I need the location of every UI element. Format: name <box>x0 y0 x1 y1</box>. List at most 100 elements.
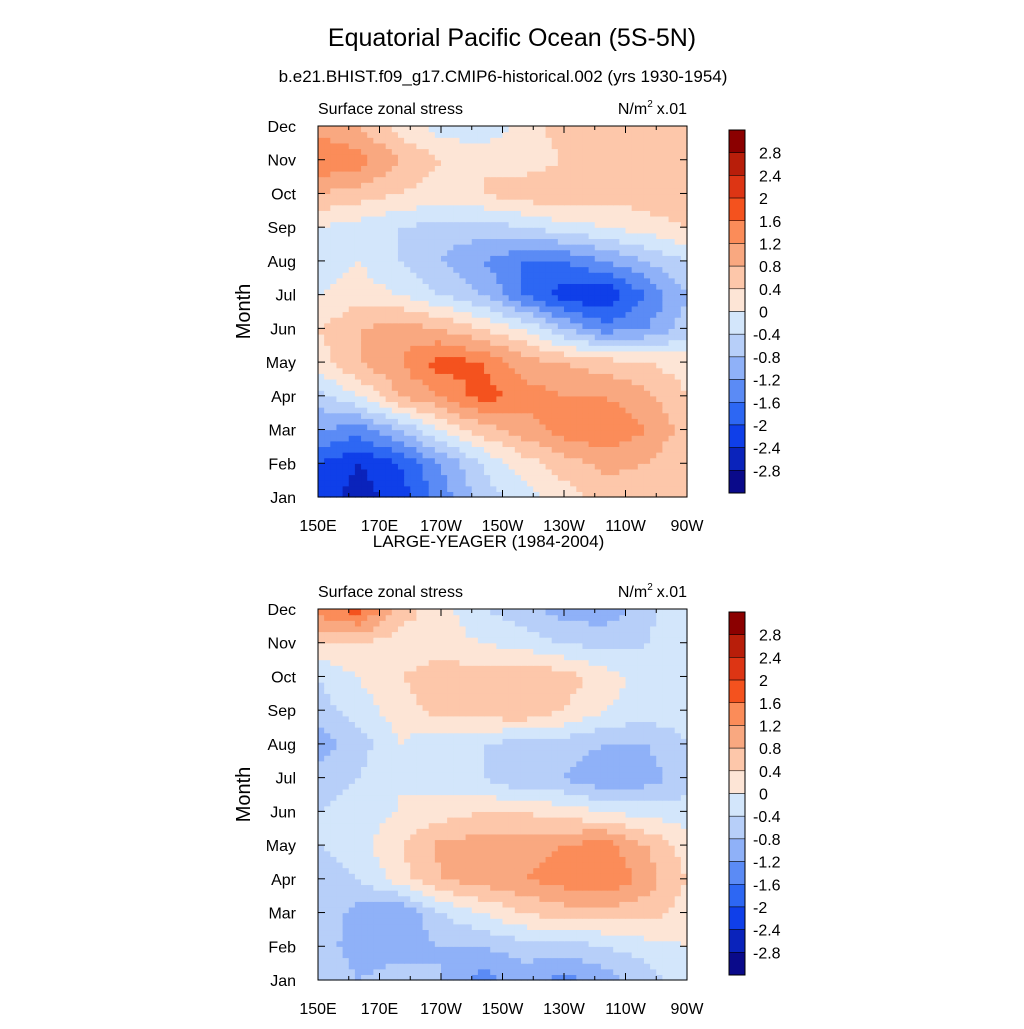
heatmap-cell <box>386 373 393 379</box>
heatmap-cell <box>527 267 534 273</box>
heatmap-cell <box>343 317 350 323</box>
heatmap-cell <box>490 160 497 166</box>
heatmap-cell <box>496 963 503 969</box>
heatmap-cell <box>453 351 460 357</box>
heatmap-cell <box>441 424 448 430</box>
heatmap-cell <box>589 379 596 385</box>
heatmap-cell <box>398 143 405 149</box>
heatmap-cell <box>441 913 448 919</box>
heatmap-cell <box>361 171 368 177</box>
heatmap-cell <box>515 441 522 447</box>
heatmap-cell <box>380 244 387 250</box>
heatmap-cell <box>447 216 454 222</box>
heatmap-cell <box>416 430 423 436</box>
heatmap-cell <box>398 340 405 346</box>
heatmap-cell <box>330 890 337 896</box>
heatmap-cell <box>423 289 430 295</box>
heatmap-cell <box>423 233 430 239</box>
heatmap-cell <box>509 222 516 228</box>
heatmap-cell <box>509 935 516 941</box>
heatmap-cell <box>336 193 343 199</box>
heatmap-cell <box>441 289 448 295</box>
heatmap-cell <box>423 345 430 351</box>
heatmap-cell <box>662 283 669 289</box>
heatmap-cell <box>675 475 682 481</box>
heatmap-cell <box>613 238 620 244</box>
heatmap-cell <box>619 154 626 160</box>
heatmap-cell <box>398 132 405 138</box>
heatmap-cell <box>607 373 614 379</box>
heatmap-cell <box>546 913 553 919</box>
heatmap-cell <box>490 935 497 941</box>
heatmap-cell <box>546 963 553 969</box>
heatmap-cell <box>558 407 565 413</box>
heatmap-cell <box>453 323 460 329</box>
heatmap-cell <box>576 475 583 481</box>
heatmap-cell <box>613 413 620 419</box>
x-tick-label: 110W <box>605 518 647 535</box>
heatmap-cell <box>496 182 503 188</box>
heatmap-cell <box>546 924 553 930</box>
heatmap-cell <box>576 126 583 132</box>
colorbar-label: 2.8 <box>759 146 781 163</box>
heatmap-cell <box>650 396 657 402</box>
heatmap-cell <box>675 278 682 284</box>
heatmap-cell <box>392 233 399 239</box>
heatmap-cell <box>619 345 626 351</box>
heatmap-cell <box>539 272 546 278</box>
heatmap-cell <box>472 430 479 436</box>
heatmap-cell <box>416 278 423 284</box>
heatmap-cell <box>484 952 491 958</box>
heatmap-cell <box>435 901 442 907</box>
heatmap-cell <box>447 463 454 469</box>
heatmap-cell <box>373 418 380 424</box>
heatmap-cell <box>330 160 337 166</box>
heatmap-cell <box>466 946 473 952</box>
heatmap-cell <box>570 351 577 357</box>
heatmap-cell <box>564 385 571 391</box>
heatmap-cell <box>675 918 682 924</box>
heatmap-cell <box>613 345 620 351</box>
heatmap-cell <box>429 890 436 896</box>
heatmap-cell <box>656 328 663 334</box>
heatmap-cell <box>539 193 546 199</box>
heatmap-cell <box>619 306 626 312</box>
heatmap-cell <box>416 345 423 351</box>
heatmap-cell <box>459 418 466 424</box>
heatmap-cell <box>410 227 417 233</box>
heatmap-cell <box>656 295 663 301</box>
heatmap-cell <box>601 177 608 183</box>
heatmap-cell <box>398 452 405 458</box>
heatmap-cell <box>349 963 356 969</box>
heatmap-cell <box>472 171 479 177</box>
heatmap-cell <box>521 193 528 199</box>
heatmap-cell <box>521 278 528 284</box>
heatmap-cell <box>355 373 362 379</box>
heatmap-cell <box>496 137 503 143</box>
heatmap-cell <box>521 261 528 267</box>
heatmap-cell <box>558 413 565 419</box>
heatmap-cell <box>656 289 663 295</box>
heatmap-cell <box>361 368 368 374</box>
heatmap-cell <box>546 261 553 267</box>
heatmap-cell <box>527 233 534 239</box>
heatmap-cell <box>484 261 491 267</box>
heatmap-cell <box>324 907 331 913</box>
heatmap-cell <box>662 907 669 913</box>
heatmap-cell <box>490 165 497 171</box>
heatmap-cell <box>349 126 356 132</box>
heatmap-cell <box>595 306 602 312</box>
heatmap-cell <box>355 340 362 346</box>
heatmap-cell <box>416 362 423 368</box>
heatmap-cell <box>521 143 528 149</box>
heatmap-cell <box>349 289 356 295</box>
heatmap-cell <box>582 486 589 492</box>
heatmap-cell <box>373 929 380 935</box>
heatmap-cell <box>466 323 473 329</box>
heatmap-cell <box>355 289 362 295</box>
heatmap-cell <box>423 261 430 267</box>
heatmap-cell <box>546 278 553 284</box>
heatmap-cell <box>527 345 534 351</box>
heatmap-cell <box>318 469 325 475</box>
heatmap-cell <box>509 272 516 278</box>
